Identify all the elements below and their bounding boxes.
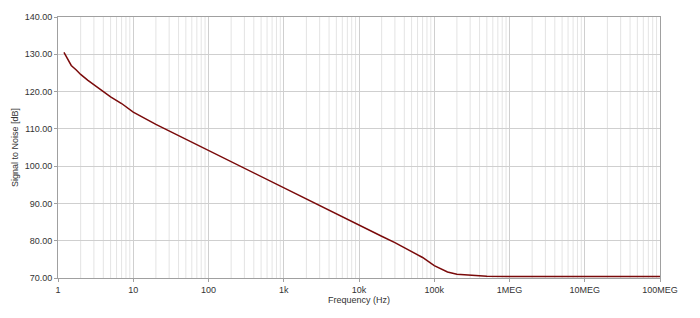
svg-text:10MEG: 10MEG xyxy=(569,285,600,295)
svg-text:90.00: 90.00 xyxy=(30,199,53,209)
svg-text:130.00: 130.00 xyxy=(25,49,53,59)
svg-text:70.00: 70.00 xyxy=(30,273,53,283)
svg-text:Frequency (Hz): Frequency (Hz) xyxy=(328,295,390,305)
svg-text:110.00: 110.00 xyxy=(25,124,52,134)
svg-text:100: 100 xyxy=(201,285,216,295)
svg-text:10: 10 xyxy=(128,285,138,295)
svg-text:1: 1 xyxy=(55,285,60,295)
svg-text:Signal to Noise [dB]: Signal to Noise [dB] xyxy=(10,108,20,187)
svg-text:10k: 10k xyxy=(352,285,367,295)
svg-text:100MEG: 100MEG xyxy=(642,285,678,295)
svg-text:140.00: 140.00 xyxy=(25,12,53,22)
svg-text:100k: 100k xyxy=(424,285,444,295)
svg-text:120.00: 120.00 xyxy=(25,87,53,97)
svg-text:1MEG: 1MEG xyxy=(497,285,523,295)
svg-text:80.00: 80.00 xyxy=(30,236,53,246)
svg-text:100.00: 100.00 xyxy=(25,161,53,171)
svg-text:1k: 1k xyxy=(279,285,289,295)
